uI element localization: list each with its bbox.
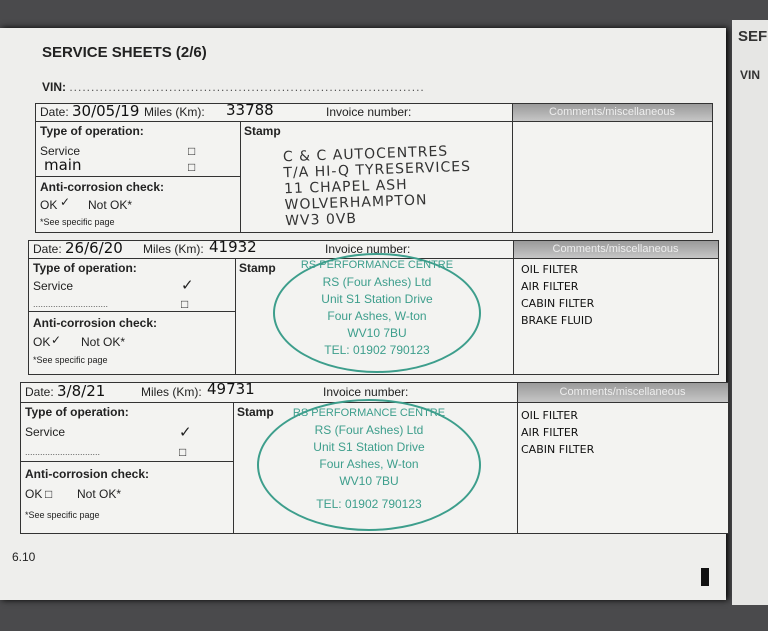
comments-text: OIL FILTER AIR FILTER CABIN FILTER BRAKE… bbox=[521, 263, 595, 327]
service-entry-3: Date: 3/8/21 Miles (Km): 49731 Invoice n… bbox=[20, 380, 729, 534]
see-note: *See specific page bbox=[40, 217, 115, 227]
garage-stamp: RS PERFORMANCE CENTRE RS (Four Ashes) Ltd… bbox=[257, 399, 481, 531]
notok-label: Not OK* bbox=[88, 198, 133, 212]
service-entry-1: Date: 30/05/19 Miles (Km): 33788 Invoice… bbox=[35, 101, 713, 233]
stamp-label: Stamp bbox=[237, 405, 274, 419]
stamp-label: Stamp bbox=[244, 124, 281, 138]
other-op-line: .............................. bbox=[25, 447, 101, 457]
notok-label: Not OK* bbox=[81, 335, 126, 349]
ok-checkbox: □ bbox=[45, 487, 53, 501]
miles-label: Miles (Km): bbox=[144, 105, 205, 119]
service-label: Service bbox=[40, 144, 81, 158]
anti-label: Anti-corrosion check: bbox=[33, 316, 158, 330]
invoice-label: Invoice number: bbox=[326, 105, 412, 119]
service-tick: ✓ bbox=[179, 424, 192, 441]
date-value: 26/6/20 bbox=[65, 239, 123, 257]
notok-label: Not OK* bbox=[77, 487, 122, 501]
miles-value: 41932 bbox=[209, 238, 257, 256]
type-label: Type of operation: bbox=[33, 261, 137, 275]
other-op-line: .............................. bbox=[33, 299, 109, 309]
other-checkbox: □ bbox=[179, 445, 187, 459]
garage-stamp: RS PERFORMANCE CENTRE RS (Four Ashes) Ltd… bbox=[273, 253, 481, 373]
ok-label: OK bbox=[33, 335, 51, 349]
date-label: Date: bbox=[33, 242, 62, 256]
service-label: Service bbox=[33, 279, 74, 293]
service-tick: ✓ bbox=[181, 277, 194, 294]
service-label: Service bbox=[25, 425, 66, 439]
miles-label: Miles (Km): bbox=[143, 242, 204, 256]
miles-label: Miles (Km): bbox=[141, 385, 202, 399]
page-title: SERVICE SHEETS (2/6) bbox=[42, 44, 207, 61]
page-number: 6.10 bbox=[12, 550, 36, 564]
date-value: 3/8/21 bbox=[57, 382, 106, 400]
ok-label: OK bbox=[25, 487, 43, 501]
service-entry-2: Date: 26/6/20 Miles (Km): 41932 Invoice … bbox=[28, 238, 719, 375]
see-note: *See specific page bbox=[25, 510, 100, 520]
comments-text: OIL FILTER AIR FILTER CABIN FILTER bbox=[521, 409, 595, 456]
invoice-label: Invoice number: bbox=[323, 385, 409, 399]
anti-label: Anti-corrosion check: bbox=[40, 180, 165, 194]
date-value: 30/05/19 bbox=[72, 102, 140, 120]
vin-field: VIN: ...................................… bbox=[42, 80, 425, 94]
other-checkbox: □ bbox=[181, 297, 189, 311]
type-label: Type of operation: bbox=[25, 405, 129, 419]
date-label: Date: bbox=[40, 105, 69, 119]
other-checkbox: □ bbox=[188, 160, 196, 174]
miles-value: 49731 bbox=[207, 380, 255, 398]
miles-value: 33788 bbox=[226, 101, 274, 119]
service-checkbox: □ bbox=[188, 144, 196, 158]
next-page-title: SEF bbox=[738, 28, 768, 45]
ok-label: OK bbox=[40, 198, 58, 212]
other-op-value: main bbox=[44, 156, 82, 174]
next-page-vin: VIN bbox=[740, 68, 761, 82]
next-page-edge: SEF VIN bbox=[732, 20, 768, 605]
anti-label: Anti-corrosion check: bbox=[25, 467, 150, 481]
comments-header: Comments/miscellaneous bbox=[512, 104, 712, 121]
ok-tick: ✓ bbox=[51, 333, 62, 347]
invoice-label: Invoice number: bbox=[325, 242, 411, 256]
type-label: Type of operation: bbox=[40, 124, 144, 138]
stamp-label: Stamp bbox=[239, 261, 276, 275]
ok-tick: ✓ bbox=[60, 195, 71, 209]
page-edge-marker bbox=[701, 568, 709, 586]
see-note: *See specific page bbox=[33, 355, 108, 365]
comments-header: Comments/miscellaneous bbox=[513, 241, 718, 258]
service-book-page: SERVICE SHEETS (2/6) VIN: ..............… bbox=[0, 28, 729, 600]
date-label: Date: bbox=[25, 385, 54, 399]
garage-stamp: C & C AUTOCENTRES T/A HI-Q TYRESERVICES 11… bbox=[282, 143, 472, 230]
comments-header: Comments/miscellaneous bbox=[517, 383, 728, 402]
